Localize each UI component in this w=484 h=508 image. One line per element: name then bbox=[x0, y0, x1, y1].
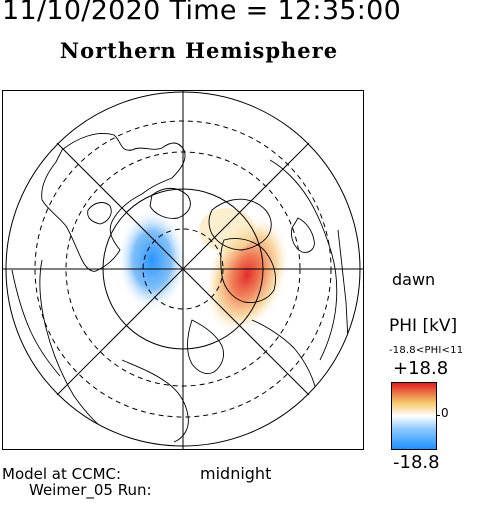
coastline-greenland-east bbox=[149, 187, 191, 219]
midnight-label: midnight bbox=[200, 464, 272, 483]
colorbar-title: PHI [kV] bbox=[389, 316, 458, 336]
coastlines bbox=[11, 133, 349, 443]
colorbar-zero-label: 0 bbox=[441, 406, 449, 420]
positive-potential-upper-lobe bbox=[199, 208, 255, 252]
colorbar-zero-tick bbox=[436, 415, 440, 416]
colorbar-max-label: +18.8 bbox=[393, 358, 449, 379]
potential-pattern bbox=[117, 208, 291, 335]
coastline-alaska bbox=[11, 269, 61, 377]
coastline-hudson-bay-island bbox=[87, 202, 112, 225]
coastline-eurasia-arctic bbox=[269, 159, 338, 361]
coastline-arctic-island bbox=[187, 319, 225, 375]
coastline-scandinavia bbox=[208, 198, 272, 251]
meridian-lines bbox=[2, 90, 364, 450]
coastline-europe bbox=[220, 238, 276, 303]
negative-potential-cell bbox=[117, 208, 187, 312]
coastline-pacific-asia bbox=[39, 259, 123, 443]
hemisphere-title: Northern Hemisphere bbox=[59, 38, 339, 63]
run-info-line: Weimer_05 Run: bbox=[29, 481, 152, 499]
colorbar-range-text: -18.8<PHI<11 bbox=[389, 345, 464, 356]
coastline-novaya-zemlya bbox=[291, 217, 315, 253]
coastline-east-asia bbox=[121, 359, 189, 443]
dawn-label: dawn bbox=[392, 270, 436, 289]
coastline-north-america bbox=[41, 133, 186, 272]
model-info-line: Model at CCMC: bbox=[2, 465, 122, 483]
colorbar bbox=[391, 382, 437, 450]
polar-map-plot bbox=[2, 90, 364, 450]
colorbar-min-label: -18.8 bbox=[393, 452, 440, 473]
date-time-header: 11/10/2020 Time = 12:35:00 bbox=[2, 0, 402, 26]
meridian-diagonal-2 bbox=[56, 142, 310, 396]
